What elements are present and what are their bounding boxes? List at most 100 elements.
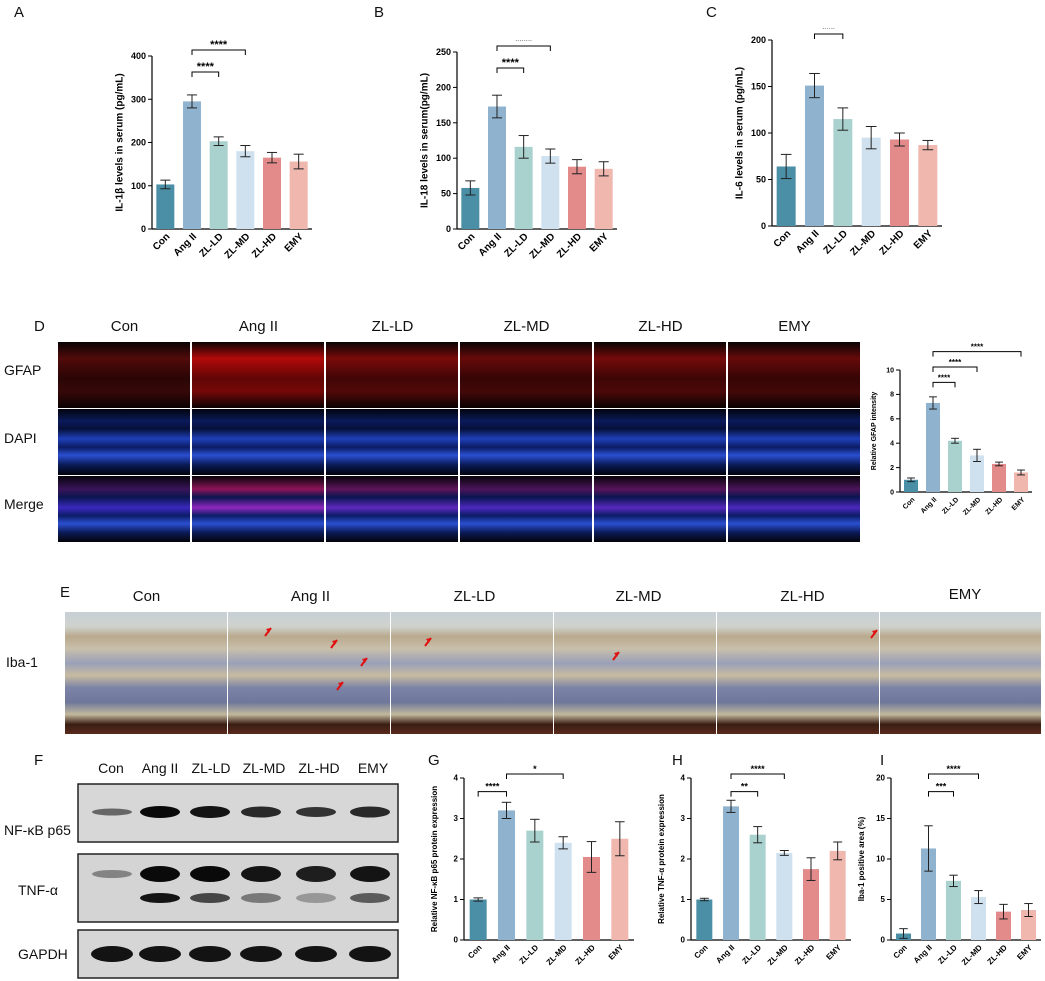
- panel-label-a: A: [14, 4, 25, 21]
- y-tick-label: 6: [890, 416, 894, 423]
- x-tick-label: Ang II: [172, 231, 200, 259]
- x-tick-label: EMY: [283, 231, 306, 254]
- y-tick-label: 100: [751, 128, 766, 138]
- significance-label: ****: [946, 764, 961, 774]
- band-nfkb: [241, 806, 281, 818]
- panel-label-b: B: [374, 4, 385, 21]
- if-image-tile: [460, 476, 592, 542]
- x-tick-label: EMY: [824, 943, 843, 962]
- bar-ang-ii: [183, 101, 201, 229]
- chart-il1b: 0 100 200 300 400 IL-1β levels in serum (pg/m…: [115, 40, 312, 261]
- significance-label: ****: [485, 782, 500, 792]
- significance-label: ****: [515, 40, 533, 47]
- significance-bracket: [730, 791, 759, 797]
- if-image-tile: [58, 476, 190, 542]
- red-arrow-head: [266, 628, 271, 633]
- x-tick-label: EMY: [1015, 943, 1034, 962]
- e-row-iba1: Iba-1: [6, 654, 38, 670]
- band-tnfa-lower: [241, 893, 281, 903]
- y-tick-label: 250: [436, 47, 451, 57]
- band-gapdh: [189, 946, 231, 962]
- if-image-tile: [192, 409, 324, 475]
- x-tick-label: ZL-HD: [574, 943, 597, 966]
- band-tnfa-upper: [140, 866, 180, 882]
- y-tick-label: 4: [890, 441, 894, 448]
- bar-con: [469, 899, 487, 940]
- x-tick-label: Ang II: [477, 231, 505, 259]
- x-tick-label: ZL-LD: [198, 231, 226, 259]
- if-image-tile: [58, 342, 190, 408]
- red-arrow-head: [362, 658, 367, 663]
- band-gapdh: [91, 946, 133, 962]
- if-image-tile: [594, 342, 726, 408]
- x-tick-label: Ang II: [794, 228, 822, 256]
- x-tick-label: ZL-HD: [793, 943, 816, 966]
- x-tick-label: ZL-LD: [822, 228, 850, 256]
- x-tick-label: ZL-HD: [250, 231, 279, 260]
- significance-label: ****: [197, 61, 215, 73]
- bar-con: [696, 899, 713, 940]
- significance-label: ****: [210, 40, 228, 51]
- panel-label-h: H: [672, 752, 683, 769]
- y-tick-label: 400: [131, 51, 146, 61]
- y-tick-label: 50: [756, 175, 766, 185]
- panel-label-e: E: [60, 584, 71, 601]
- blot-frame-nfkb: [77, 783, 399, 843]
- x-tick-label: EMY: [1011, 496, 1027, 512]
- d-col-zl-hd: ZL-HD: [638, 318, 683, 335]
- x-tick-label: ZL-HD: [555, 231, 584, 260]
- y-tick-label: 5: [881, 895, 886, 904]
- bar-zl-hd: [583, 856, 600, 940]
- if-image-tile: [326, 409, 458, 475]
- bar-ang-ii: [488, 106, 506, 229]
- e-col-zl-ld: ZL-LD: [453, 588, 496, 605]
- band-tnfa-upper: [92, 870, 132, 878]
- y-tick-label: 200: [751, 35, 766, 45]
- bar-emy: [594, 168, 613, 229]
- y-tick-label: 4: [454, 774, 459, 783]
- chart-tnfa: 0 1 2 3 4 Relative TNF-α protein expression Co…: [657, 764, 851, 967]
- bar-zl-md: [861, 137, 881, 226]
- wb-lane-angii: Ang II: [141, 760, 179, 776]
- significance-bracket: [928, 791, 954, 797]
- x-tick-label: ZL-MD: [528, 231, 558, 261]
- x-tick-label: Ang II: [912, 943, 934, 965]
- bar-zl-hd: [803, 869, 819, 940]
- y-tick-label: 10: [886, 367, 894, 374]
- iba1-image-tile: [554, 612, 716, 734]
- bar-emy: [1021, 910, 1036, 940]
- x-tick-label: Con: [151, 231, 173, 253]
- bar-zl-ld: [946, 880, 961, 940]
- x-tick-label: Ang II: [490, 943, 512, 965]
- if-image-tile: [192, 476, 324, 542]
- band-nfkb: [190, 806, 230, 818]
- e-col-zl-hd: ZL-HD: [780, 588, 825, 605]
- panel-label-g: G: [428, 752, 440, 769]
- wb-lane-zl-ld: ZL-LD: [191, 760, 231, 776]
- wb-lane-con: Con: [98, 760, 124, 776]
- significance-bracket: [191, 49, 246, 55]
- if-image-tile: [460, 342, 592, 408]
- bar-zl-hd: [568, 166, 586, 229]
- red-arrow-head: [614, 652, 619, 657]
- x-tick-label: ZL-LD: [518, 943, 541, 966]
- y-tick-label: 1: [681, 895, 686, 904]
- significance-label: ***: [936, 782, 947, 792]
- x-tick-label: ZL-HD: [878, 228, 907, 257]
- significance-label: ****: [938, 373, 951, 382]
- x-tick-label: Con: [456, 231, 478, 253]
- band-gapdh: [349, 946, 391, 962]
- immunofluorescence-grid: [58, 342, 861, 543]
- panel-label-c: C: [706, 4, 717, 21]
- chart-iba1: 0 5 10 15 20 Iba-1 positive area (%) Con Ang II…: [857, 764, 1041, 967]
- bar-zl-ld: [526, 830, 544, 940]
- y-tick-label: 3: [454, 814, 459, 823]
- x-tick-label: EMY: [607, 943, 626, 962]
- bar-zl-ld: [948, 440, 962, 492]
- wb-label-gapdh: GAPDH: [18, 946, 68, 962]
- x-tick-label: ZL-MD: [223, 231, 253, 261]
- significance-bracket: [730, 773, 785, 779]
- bar-ang-ii: [805, 85, 824, 226]
- x-tick-label: ZL-MD: [962, 496, 982, 516]
